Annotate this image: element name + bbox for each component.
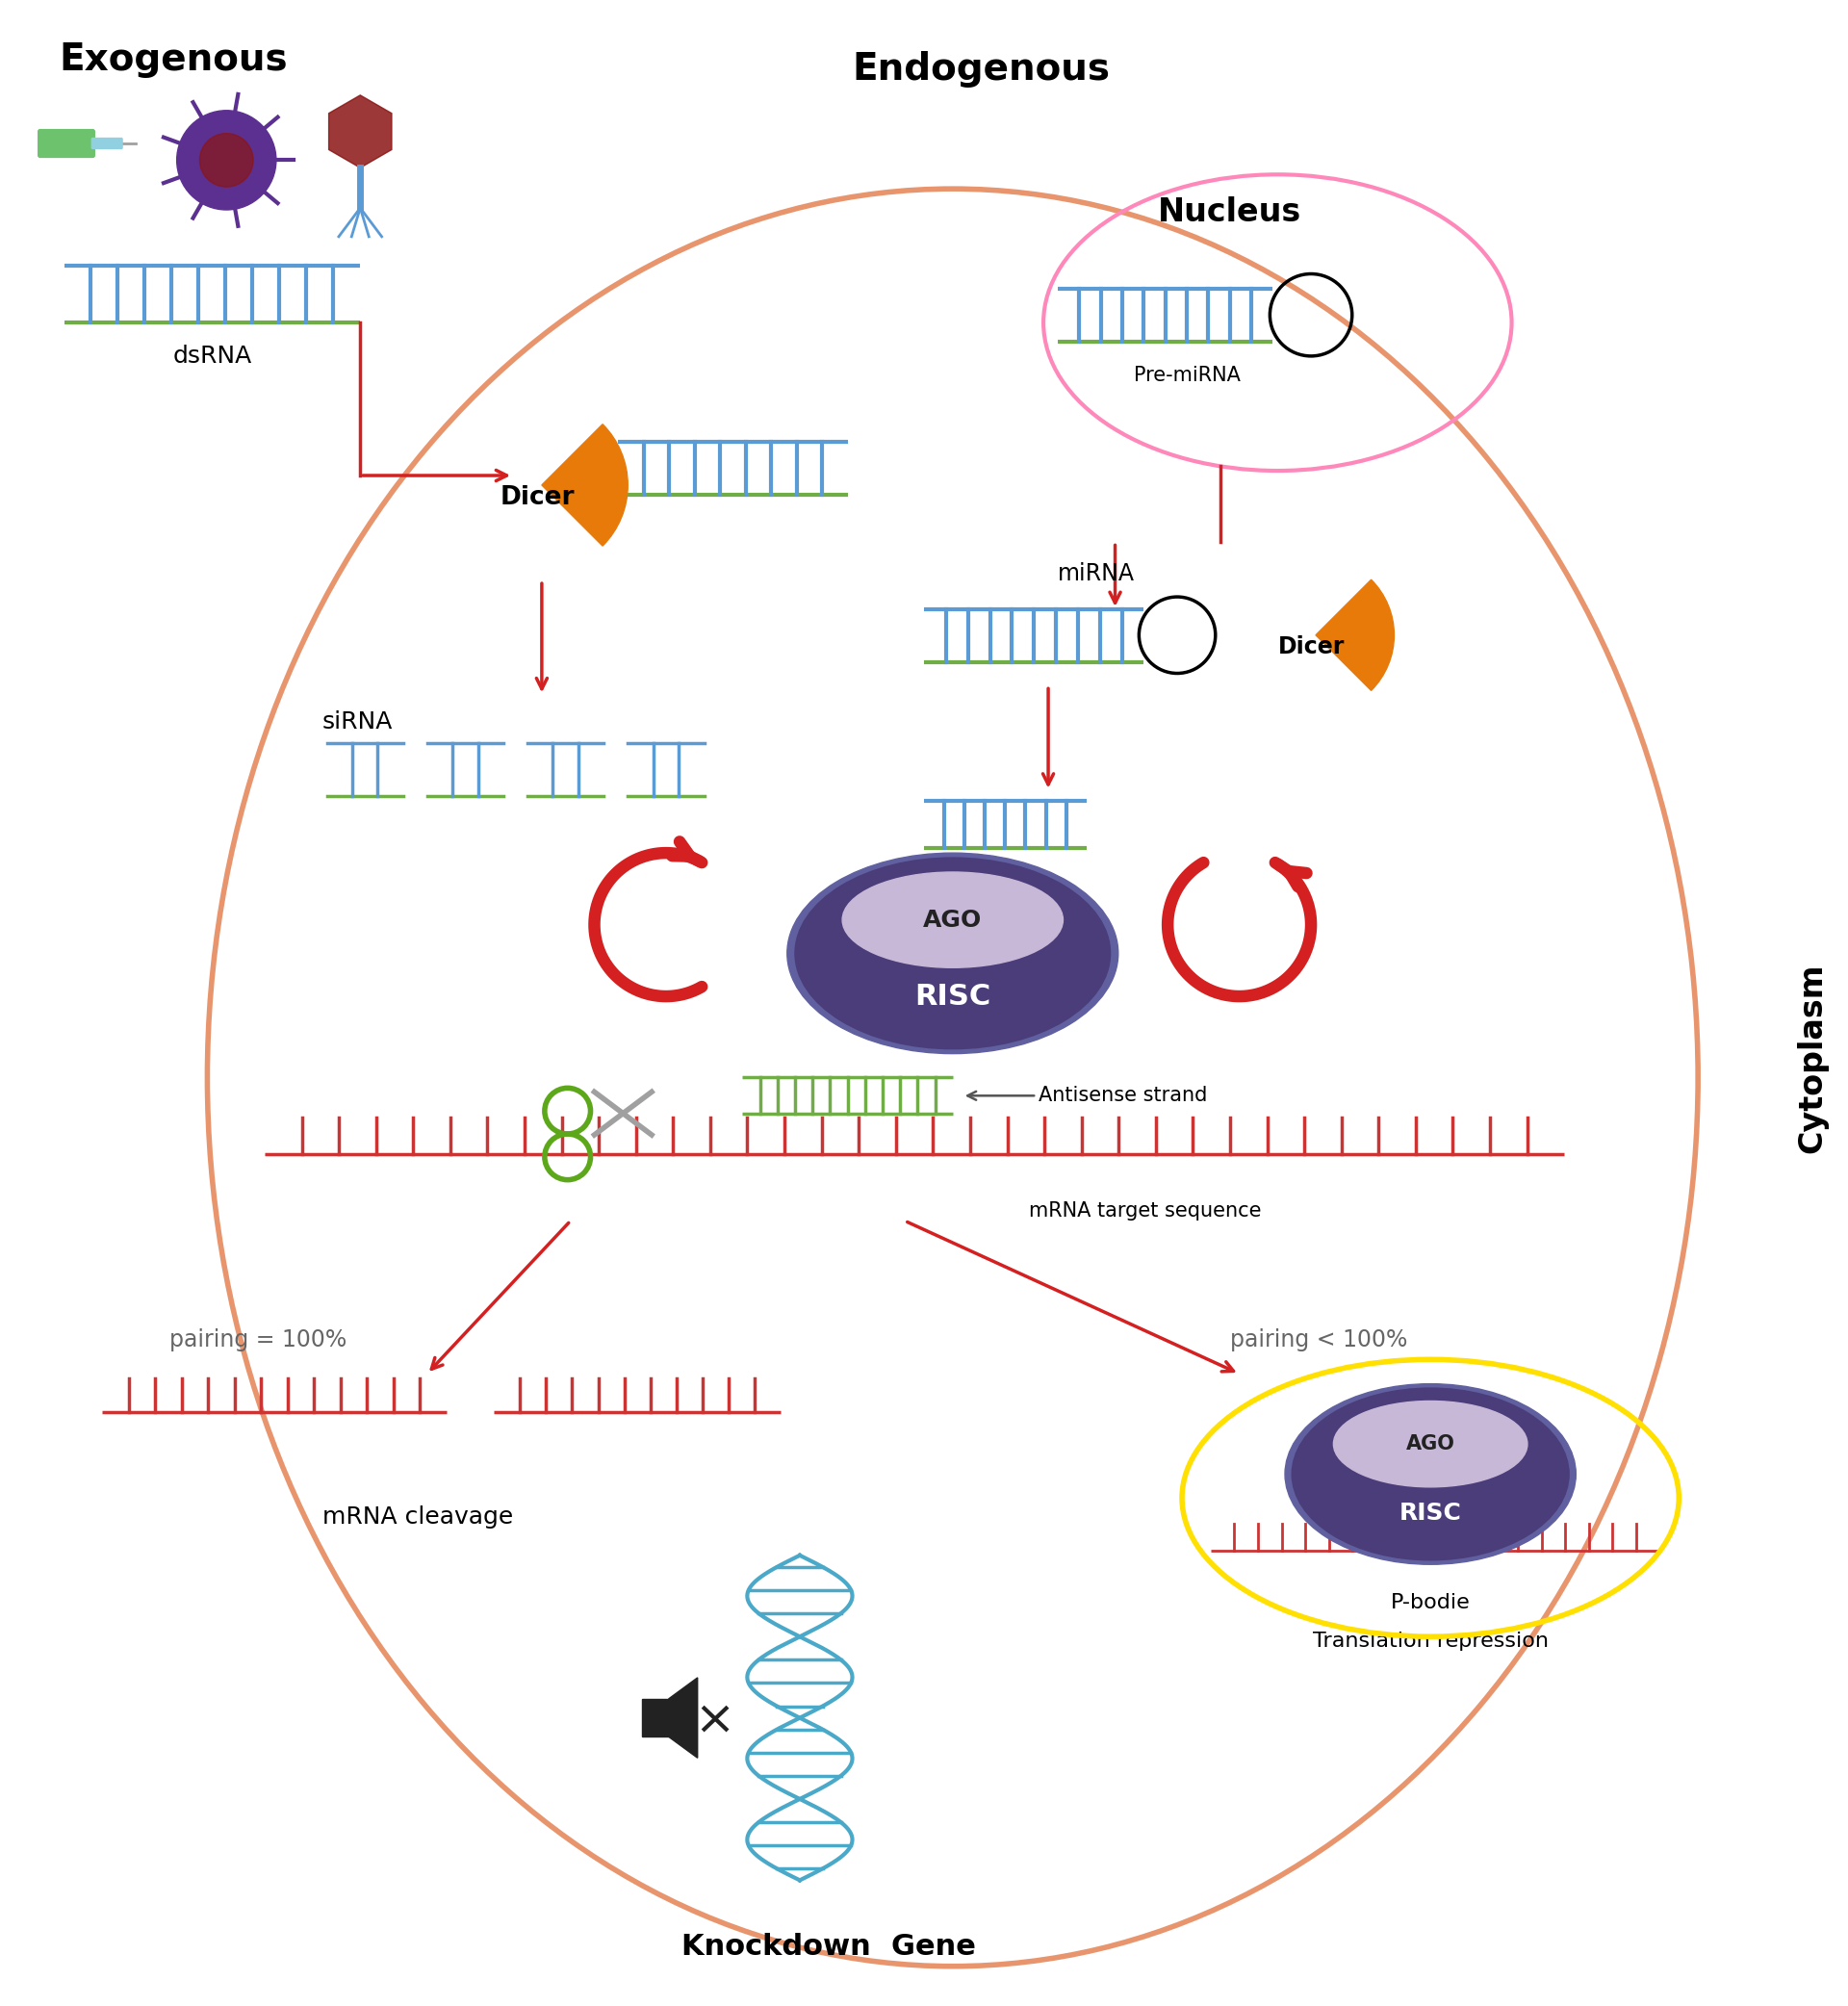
Text: Endogenous: Endogenous [852,50,1111,88]
Ellipse shape [1292,1388,1569,1561]
Text: P-bodie: P-bodie [1390,1593,1471,1613]
Wedge shape [541,423,628,546]
FancyBboxPatch shape [39,130,94,156]
Text: AGO: AGO [924,909,981,931]
Circle shape [177,110,275,211]
Ellipse shape [795,859,1111,1049]
Text: Translation repression: Translation repression [1312,1631,1549,1651]
Ellipse shape [843,873,1063,967]
Polygon shape [669,1677,697,1757]
Text: dsRNA: dsRNA [172,345,251,367]
Ellipse shape [787,853,1118,1053]
Text: RISC: RISC [1399,1500,1462,1525]
Text: Cytoplasm: Cytoplasm [1796,963,1828,1153]
Text: RISC: RISC [915,983,991,1011]
Text: Dicer: Dicer [501,485,575,510]
Text: mRNA cleavage: mRNA cleavage [322,1507,514,1529]
Text: pairing = 100%: pairing = 100% [170,1328,346,1352]
Text: Dicer: Dicer [1279,636,1345,658]
Text: Antisense strand: Antisense strand [1039,1085,1207,1105]
Text: pairing < 100%: pairing < 100% [1229,1328,1406,1352]
Text: miRNA: miRNA [1057,562,1135,586]
Text: Nucleus: Nucleus [1159,197,1301,229]
Text: Exogenous: Exogenous [59,42,288,78]
Text: AGO: AGO [1406,1434,1454,1454]
Polygon shape [641,1699,669,1737]
Ellipse shape [1284,1384,1576,1565]
Text: Knockdown  Gene: Knockdown Gene [682,1934,976,1962]
Text: siRNA: siRNA [322,710,392,734]
Circle shape [200,132,253,187]
Ellipse shape [1334,1400,1528,1486]
FancyBboxPatch shape [92,138,122,148]
Text: mRNA target sequence: mRNA target sequence [1029,1202,1262,1222]
Wedge shape [1316,580,1393,690]
Text: Pre-miRNA: Pre-miRNA [1133,365,1240,385]
